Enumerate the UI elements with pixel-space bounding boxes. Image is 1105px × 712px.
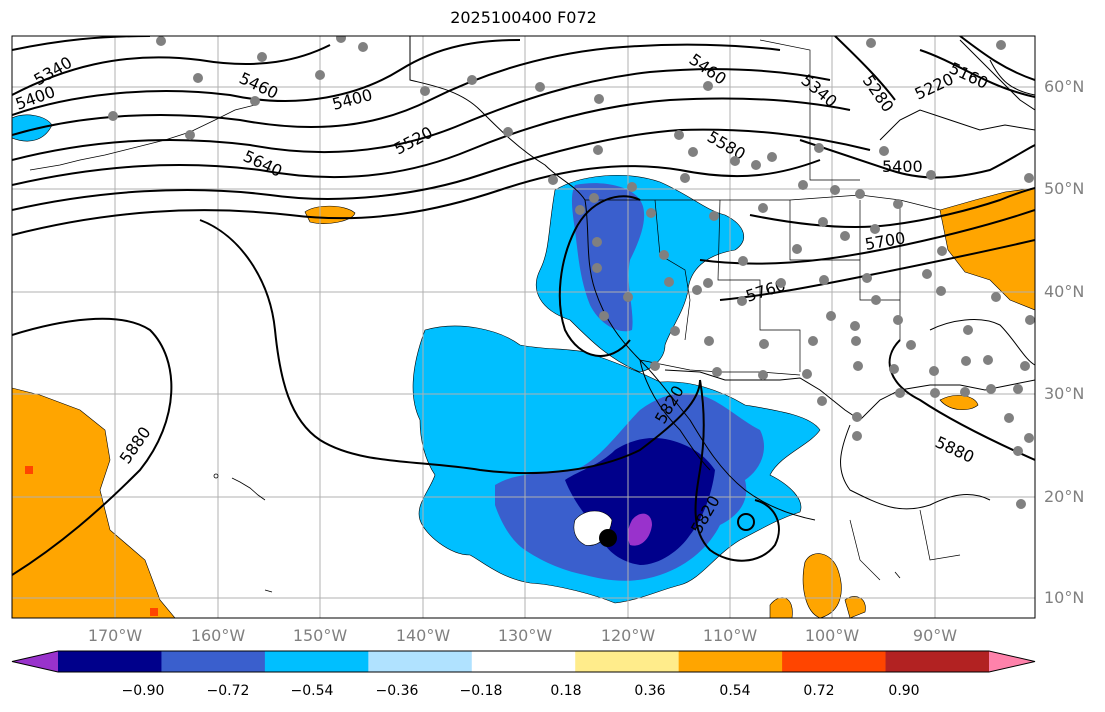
colorbar-swatch: [161, 651, 266, 672]
colorbar-tick-label: 0.54: [719, 683, 751, 699]
height-contours: [12, 36, 1035, 576]
lon-label: 130°W: [497, 626, 553, 645]
colorbar-tick-label: −0.90: [121, 683, 165, 699]
lon-label: 110°W: [702, 626, 758, 645]
colorbar-tick-label: 0.90: [888, 683, 920, 699]
lon-label: 140°W: [395, 626, 451, 645]
anomaly-fill-purple: [627, 513, 652, 546]
colorbar-swatch: [678, 651, 783, 672]
lon-label: 160°W: [190, 626, 246, 645]
lon-label: 150°W: [292, 626, 348, 645]
colorbar-extend-max: [989, 651, 1035, 672]
lat-label: 40°N: [1044, 282, 1085, 301]
islands: [29, 104, 901, 593]
lat-label: 60°N: [1044, 77, 1085, 96]
colorbar: [11, 650, 1036, 673]
colorbar-swatch: [58, 651, 162, 672]
anomaly-fill-red: [25, 466, 158, 616]
lon-label: 90°W: [912, 626, 958, 645]
colorbar-extend-min: [12, 651, 58, 672]
colorbar-swatch: [368, 651, 473, 672]
colorbar-swatch: [264, 651, 369, 672]
highlight-station-marker: [599, 529, 617, 547]
map-frame: [11, 35, 1036, 619]
colorbar-tick-label: 0.36: [634, 683, 666, 699]
contour-label: 5400: [882, 157, 923, 176]
colorbar-tick-label: −0.54: [290, 683, 334, 699]
lon-label: 170°W: [87, 626, 143, 645]
colorbar-swatch: [885, 651, 990, 672]
colorbar-tick-label: 0.72: [803, 683, 835, 699]
colorbar-swatch: [575, 651, 680, 672]
lon-label: 120°W: [600, 626, 656, 645]
station-markers: [108, 36, 1035, 509]
colorbar-swatch: [782, 651, 887, 672]
colorbar-tick-label: −0.72: [206, 683, 250, 699]
colorbar-tick-label: −0.36: [375, 683, 419, 699]
lat-label: 10°N: [1044, 588, 1085, 607]
colorbar-swatch: [471, 651, 576, 672]
lat-label: 50°N: [1044, 179, 1085, 198]
colorbar-tick-label: −0.18: [459, 683, 503, 699]
graticule: [12, 36, 1035, 618]
colorbar-outline: [11, 650, 1036, 673]
map-title: 2025100400 F072: [450, 8, 597, 27]
lat-label: 20°N: [1044, 487, 1085, 506]
lon-label: 100°W: [804, 626, 860, 645]
lat-label: 30°N: [1044, 384, 1085, 403]
colorbar-tick-label: 0.18: [550, 683, 582, 699]
